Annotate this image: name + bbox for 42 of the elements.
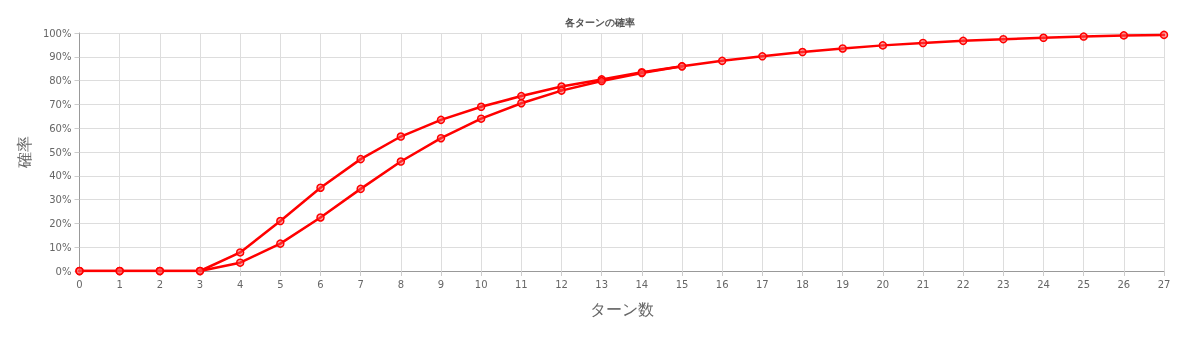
x-tick-label: 16 bbox=[715, 278, 729, 290]
x-tick-label: 18 bbox=[796, 278, 809, 290]
chart-title: 各ターンの確率 bbox=[564, 16, 635, 28]
y-tick-label: 80% bbox=[49, 75, 72, 87]
x-tick-label: 10 bbox=[474, 278, 488, 290]
x-tick-label: 13 bbox=[595, 278, 609, 290]
x-tick-label: 5 bbox=[277, 278, 284, 290]
x-tick-label: 0 bbox=[76, 278, 83, 290]
x-tick-label: 2 bbox=[156, 278, 164, 290]
y-tick-label: 70% bbox=[49, 98, 72, 110]
x-tick-label: 15 bbox=[675, 278, 689, 290]
x-tick-label: 9 bbox=[437, 278, 445, 290]
x-tick-label: 1 bbox=[116, 278, 123, 290]
x-tick-label: 12 bbox=[555, 278, 568, 290]
y-tick-label: 50% bbox=[49, 146, 72, 158]
y-tick-label: 40% bbox=[49, 170, 72, 182]
y-tick-label: 90% bbox=[49, 51, 72, 63]
x-tick-label: 24 bbox=[1037, 278, 1050, 290]
y-tick-label: 10% bbox=[49, 241, 72, 253]
x-tick-label: 4 bbox=[236, 278, 244, 290]
x-tick-label: 7 bbox=[357, 278, 364, 290]
x-tick-label: 26 bbox=[1117, 278, 1131, 290]
x-tick-label: 20 bbox=[876, 278, 890, 290]
x-tick-label: 22 bbox=[956, 278, 970, 290]
x-tick-label: 17 bbox=[755, 278, 769, 290]
x-axis-title: ターン数 bbox=[589, 299, 654, 319]
x-tick-label: 14 bbox=[635, 278, 649, 290]
x-tick-label: 11 bbox=[514, 278, 528, 290]
y-tick-label: 20% bbox=[49, 217, 72, 229]
x-tick-label: 6 bbox=[317, 278, 324, 290]
x-tick-label: 3 bbox=[196, 278, 204, 290]
x-tick-label: 27 bbox=[1157, 278, 1171, 290]
y-axis-title: 確率 bbox=[14, 136, 34, 169]
y-tick-label: 60% bbox=[49, 122, 72, 134]
x-tick-label: 19 bbox=[836, 278, 850, 290]
x-tick-label: 21 bbox=[916, 278, 930, 290]
x-tick-label: 8 bbox=[397, 278, 405, 290]
x-tick-label: 25 bbox=[1077, 278, 1091, 290]
y-tick-label: 0% bbox=[55, 265, 72, 277]
y-tick-label: 30% bbox=[49, 194, 72, 206]
x-tick-label: 23 bbox=[996, 278, 1010, 290]
y-tick-label: 100% bbox=[42, 27, 72, 39]
